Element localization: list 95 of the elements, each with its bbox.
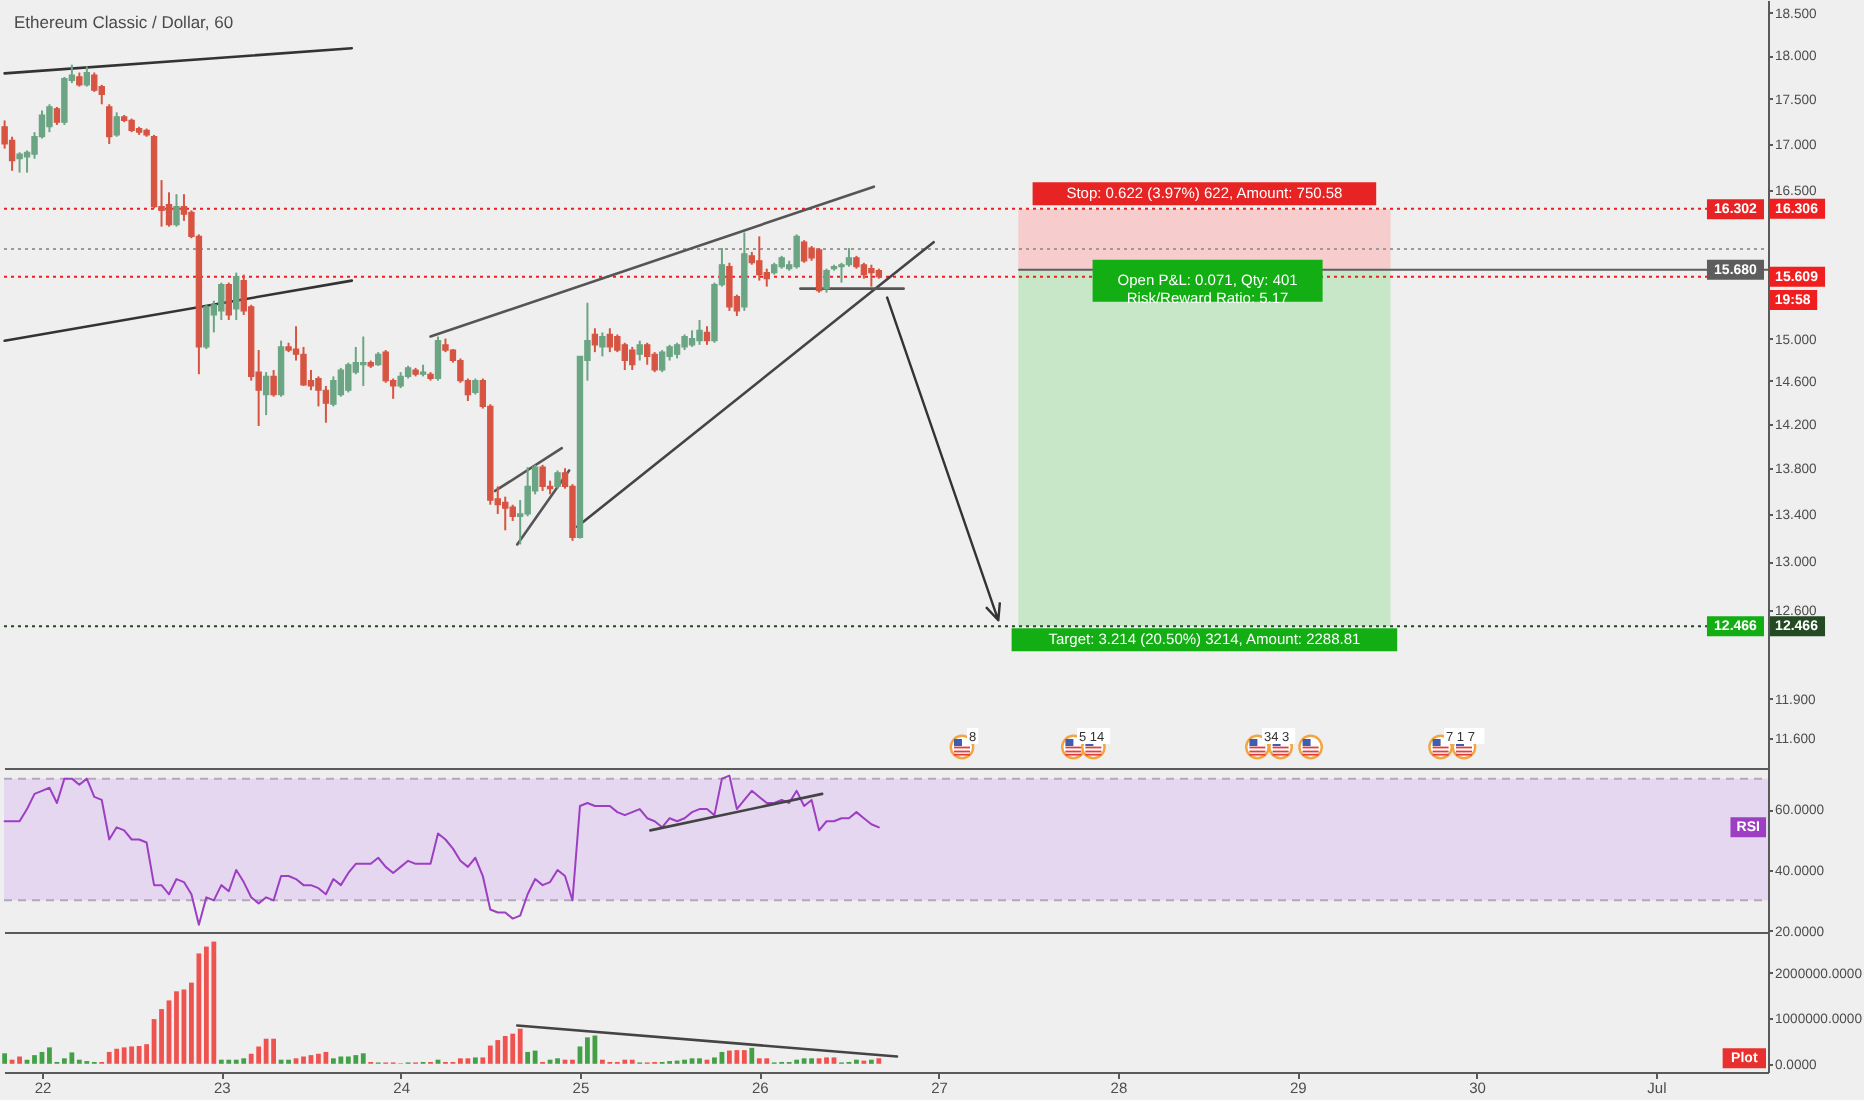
bar: [338, 1056, 344, 1064]
candlestick: [322, 384, 330, 424]
bar: [510, 1033, 516, 1064]
bar: [756, 1058, 762, 1064]
candlestick: [823, 267, 830, 294]
bar: [525, 1051, 531, 1064]
bar: [876, 1058, 882, 1064]
bar: [2, 1053, 8, 1064]
bar: [32, 1055, 37, 1064]
line-series: [3, 774, 880, 926]
candlestick: [644, 341, 651, 366]
bar: [136, 1046, 142, 1064]
bar: [256, 1046, 262, 1064]
bar: [749, 1047, 755, 1064]
bar: [114, 1048, 120, 1064]
candlestick: [800, 239, 808, 264]
candlestick: [845, 247, 853, 268]
candlestick: [756, 235, 763, 282]
bar: [532, 1050, 538, 1064]
bar: [69, 1052, 75, 1064]
bar: [517, 1028, 523, 1064]
candlestick: [636, 339, 643, 362]
bar: [831, 1057, 837, 1064]
candlestick: [46, 103, 53, 134]
candlestick: [434, 335, 442, 382]
candlestick: [270, 369, 277, 398]
bar: [345, 1056, 351, 1064]
bar: [353, 1055, 359, 1064]
candlestick: [599, 331, 606, 358]
bar: [502, 1035, 508, 1064]
bar: [248, 1053, 254, 1064]
bar: [458, 1058, 463, 1064]
candlestick: [658, 349, 666, 374]
candlestick: [629, 345, 636, 372]
bar: [689, 1058, 695, 1064]
bar: [211, 941, 217, 1064]
bar: [174, 991, 179, 1064]
candlestick: [106, 103, 113, 146]
text: Ethereum Classic / Dollar, 60: [14, 12, 234, 32]
candlestick: [225, 281, 232, 322]
bar: [824, 1057, 829, 1064]
bar: [801, 1058, 807, 1064]
bar: [293, 1058, 299, 1064]
bar: [585, 1037, 590, 1064]
candlestick: [696, 319, 703, 346]
candlestick: [360, 335, 367, 387]
bar: [809, 1058, 814, 1064]
bar: [330, 1058, 336, 1064]
bar: [316, 1053, 321, 1064]
candlestick: [233, 271, 240, 322]
bar: [62, 1058, 67, 1064]
candlestick: [591, 327, 599, 354]
candlestick: [539, 463, 546, 492]
bar: [129, 1046, 135, 1064]
bar: [472, 1057, 478, 1064]
candlestick: [606, 327, 614, 354]
bar: [555, 1058, 560, 1064]
bar: [263, 1038, 269, 1064]
bar: [734, 1050, 740, 1064]
bar: [741, 1050, 747, 1064]
candlestick: [815, 247, 823, 294]
bar: [271, 1038, 277, 1064]
bar: [47, 1047, 52, 1064]
bar: [465, 1058, 471, 1064]
candlestick: [703, 325, 711, 346]
bar: [241, 1058, 247, 1064]
bar: [764, 1058, 770, 1064]
candlestick: [621, 341, 628, 372]
candlestick: [203, 303, 210, 350]
bar: [712, 1057, 717, 1064]
bar: [487, 1045, 493, 1064]
candlestick: [337, 366, 345, 398]
bar: [816, 1058, 822, 1064]
candlestick: [113, 111, 120, 138]
candlestick: [651, 351, 658, 374]
bar: [203, 946, 209, 1064]
bar: [17, 1056, 22, 1064]
candlestick: [173, 193, 180, 228]
bar: [727, 1050, 732, 1064]
candlestick: [868, 263, 875, 288]
candlestick: [277, 339, 285, 398]
candlestick: [262, 371, 270, 417]
bar: [196, 953, 202, 1064]
candlestick: [793, 233, 800, 270]
bar: [697, 1058, 702, 1064]
candlestick: [83, 65, 91, 88]
candlestick: [726, 261, 733, 312]
candlestick: [16, 151, 23, 174]
bar: [106, 1051, 112, 1064]
bar: [121, 1047, 127, 1064]
bar: [495, 1040, 501, 1064]
bar: [360, 1053, 366, 1064]
candlestick: [330, 375, 337, 408]
candlestick: [554, 469, 561, 490]
bar: [301, 1056, 306, 1064]
